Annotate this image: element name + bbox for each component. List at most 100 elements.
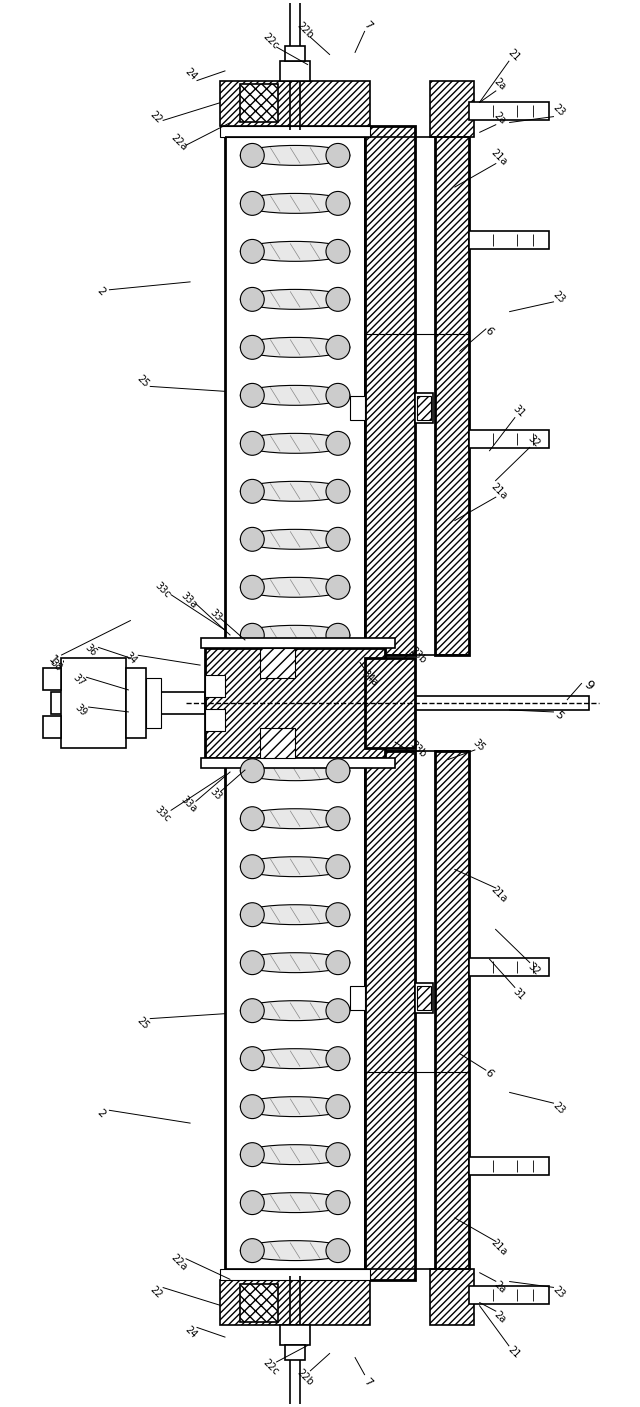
Ellipse shape	[326, 806, 350, 830]
Bar	[415, 393, 433, 424]
Bar	[429, 1269, 474, 1325]
Ellipse shape	[241, 386, 350, 405]
Text: 9: 9	[582, 678, 596, 692]
Ellipse shape	[241, 999, 264, 1023]
Bar	[469, 101, 549, 120]
Ellipse shape	[326, 999, 350, 1023]
Ellipse shape	[241, 1238, 264, 1262]
Ellipse shape	[241, 623, 264, 647]
Bar	[280, 1325, 310, 1345]
Text: 21: 21	[506, 1344, 522, 1361]
Bar	[146, 678, 161, 727]
Bar	[205, 675, 225, 696]
Ellipse shape	[241, 191, 264, 215]
Text: 33a: 33a	[179, 591, 198, 611]
Ellipse shape	[241, 432, 264, 456]
Text: 22b: 22b	[295, 1366, 316, 1387]
Bar	[200, 758, 395, 768]
Ellipse shape	[326, 239, 350, 263]
Bar	[350, 397, 365, 421]
Bar	[61, 658, 126, 747]
Text: 33: 33	[207, 608, 223, 623]
Ellipse shape	[241, 338, 350, 357]
Ellipse shape	[326, 287, 350, 311]
Text: 21a: 21a	[489, 884, 509, 905]
Bar	[220, 1280, 370, 1325]
Bar	[126, 668, 146, 737]
Bar	[44, 668, 61, 689]
Ellipse shape	[241, 528, 264, 552]
Ellipse shape	[241, 1095, 264, 1119]
Text: 2a: 2a	[492, 77, 507, 93]
Ellipse shape	[241, 1047, 264, 1071]
Ellipse shape	[241, 529, 350, 549]
Text: 22c: 22c	[260, 1358, 280, 1377]
Text: 23: 23	[551, 288, 567, 305]
Text: 22b: 22b	[295, 21, 316, 41]
Bar	[469, 431, 549, 447]
Ellipse shape	[241, 144, 264, 167]
Ellipse shape	[241, 577, 350, 597]
Ellipse shape	[241, 290, 350, 310]
Bar	[365, 125, 415, 656]
Ellipse shape	[241, 433, 350, 453]
Bar	[200, 639, 395, 649]
Text: 37: 37	[71, 673, 87, 688]
Text: 32: 32	[526, 961, 542, 976]
Text: 36: 36	[83, 643, 99, 658]
Ellipse shape	[326, 1142, 350, 1166]
Bar	[435, 751, 469, 1280]
Bar	[417, 397, 431, 421]
Ellipse shape	[326, 1095, 350, 1119]
Text: 21a: 21a	[489, 481, 509, 501]
Ellipse shape	[241, 480, 264, 504]
Ellipse shape	[241, 1190, 264, 1214]
Text: 2a: 2a	[492, 1279, 507, 1296]
Text: 23: 23	[551, 103, 567, 118]
Ellipse shape	[326, 903, 350, 927]
Text: 6: 6	[483, 1068, 495, 1079]
Ellipse shape	[241, 242, 350, 262]
Bar	[285, 46, 305, 61]
Ellipse shape	[241, 758, 264, 782]
Ellipse shape	[241, 239, 264, 263]
Bar	[241, 83, 278, 121]
Bar	[415, 696, 589, 711]
Ellipse shape	[326, 1047, 350, 1071]
Text: 2a: 2a	[492, 1310, 507, 1325]
Ellipse shape	[241, 1096, 350, 1117]
Text: 2a: 2a	[492, 111, 507, 127]
Text: 31: 31	[511, 404, 527, 419]
Ellipse shape	[241, 854, 264, 878]
Ellipse shape	[241, 1142, 264, 1166]
Text: 25: 25	[135, 373, 151, 390]
Ellipse shape	[326, 1238, 350, 1262]
Bar	[285, 1345, 305, 1361]
Ellipse shape	[241, 145, 350, 166]
Ellipse shape	[241, 857, 350, 877]
Ellipse shape	[241, 905, 350, 924]
Text: 34a: 34a	[360, 668, 380, 688]
Bar	[44, 716, 61, 737]
Text: 24: 24	[182, 66, 198, 83]
Ellipse shape	[241, 193, 350, 214]
Text: 22a: 22a	[168, 132, 189, 152]
Ellipse shape	[241, 1000, 350, 1020]
Text: 7: 7	[362, 18, 374, 31]
Ellipse shape	[241, 806, 264, 830]
Ellipse shape	[326, 335, 350, 359]
Text: 33c: 33c	[153, 805, 172, 825]
Text: 31: 31	[511, 986, 527, 1002]
Text: 34: 34	[123, 650, 139, 666]
Ellipse shape	[241, 951, 264, 975]
Bar	[241, 1285, 278, 1323]
Bar	[469, 958, 549, 976]
Text: 22: 22	[148, 1285, 164, 1300]
Ellipse shape	[326, 191, 350, 215]
Text: 23: 23	[551, 1100, 567, 1116]
Bar	[51, 692, 205, 713]
Bar	[280, 61, 310, 80]
Bar	[415, 983, 433, 1013]
Ellipse shape	[241, 625, 350, 646]
Ellipse shape	[241, 335, 264, 359]
